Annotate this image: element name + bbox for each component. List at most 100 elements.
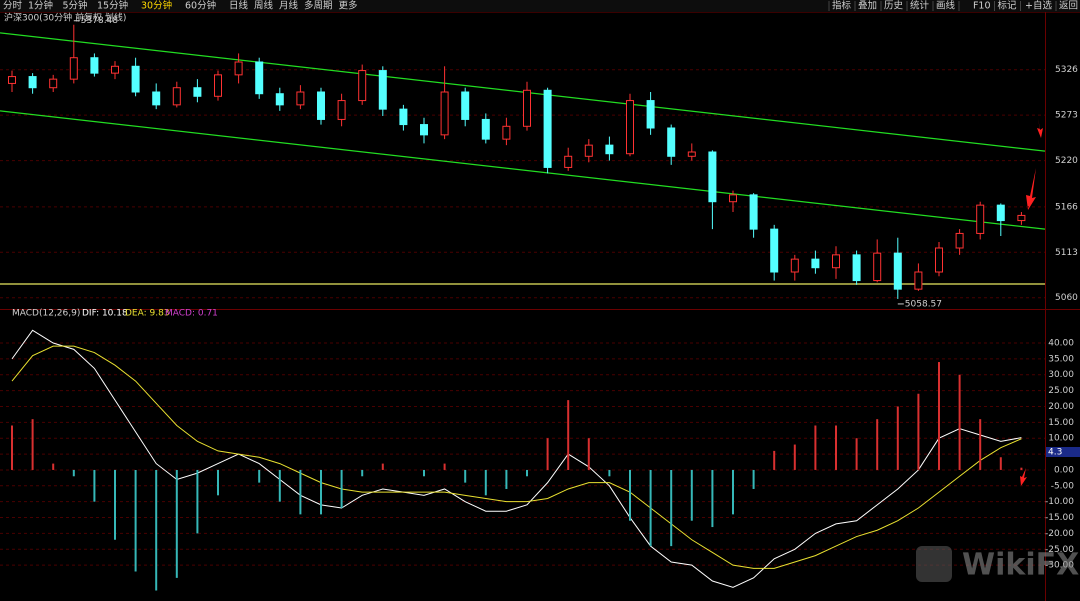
candle-body [420, 124, 428, 136]
candle-body [790, 258, 799, 273]
macd-line [11, 329, 1022, 588]
candle-body [687, 151, 696, 157]
y-tick-label: 5273 [1055, 111, 1078, 121]
tool-button[interactable]: 叠加 [858, 1, 877, 12]
candle-body [770, 228, 779, 273]
period-tab[interactable]: 1分钟 [28, 0, 53, 12]
chart-title: 沪深300(30分钟 前复权 划线) [4, 12, 126, 24]
candle-body [543, 89, 552, 168]
candle-body [255, 61, 264, 95]
tool-button[interactable]: 指标 [832, 0, 852, 12]
tool-button[interactable]: 标记 [997, 0, 1017, 12]
candle-body [296, 91, 305, 106]
candle-body [564, 155, 573, 168]
candle-body [69, 57, 78, 80]
candle-body [914, 271, 923, 290]
candle-body [131, 65, 140, 93]
y-tick-label: 10.00 [1048, 434, 1074, 444]
candle-body [976, 204, 985, 234]
y-tick-label: 5220 [1055, 156, 1078, 166]
period-tab[interactable]: 15分钟 [97, 0, 128, 12]
y-tick-label: -30.00 [1045, 561, 1074, 571]
trend-line [0, 110, 1046, 230]
y-tick-label: 40.00 [1048, 339, 1074, 349]
candle-body [28, 76, 37, 89]
candle-body [461, 91, 470, 120]
legend-entry: MACD: 0.71 [165, 309, 218, 319]
candle-body [152, 91, 161, 106]
period-tab[interactable]: 5分钟 [63, 0, 88, 12]
candle-body [234, 61, 243, 76]
candle-body [317, 91, 325, 120]
candle-body [378, 70, 387, 110]
arrow [1026, 168, 1036, 210]
candle-body [832, 254, 840, 269]
period-tab[interactable]: 日线 [229, 0, 249, 12]
candle-body [996, 204, 1005, 222]
period-tab[interactable]: 分时 [3, 0, 23, 12]
candle-body [523, 89, 531, 127]
tool-button[interactable]: 历史 [884, 0, 904, 12]
candle-body [337, 100, 346, 120]
y-tick-label: -20.00 [1045, 529, 1074, 539]
period-tab[interactable]: 周线 [254, 0, 274, 12]
tool-button[interactable]: 返回 [1059, 0, 1078, 12]
arrow [1020, 468, 1027, 486]
candle-body [811, 258, 820, 269]
y-tick-label: -25.00 [1045, 545, 1074, 555]
candle-body [49, 78, 58, 89]
period-tab[interactable]: 月线 [279, 0, 299, 12]
candle-body [729, 194, 737, 203]
y-tick-label: 35.00 [1048, 354, 1074, 364]
cursor-box [1046, 447, 1080, 457]
candle-body [399, 108, 408, 126]
annotation: 5058.57 [905, 299, 942, 309]
period-tab[interactable]: 更多 [339, 0, 358, 12]
candle-body [481, 118, 490, 140]
candle-body [358, 70, 367, 102]
candle-body [1017, 214, 1026, 222]
tool-button[interactable]: +自选 [1025, 0, 1052, 12]
y-tick-label: 5113 [1055, 248, 1078, 258]
legend-entry: DEA: 9.83 [125, 309, 170, 319]
legend-entry: DIF: 10.18 [82, 309, 128, 319]
candle-body [214, 74, 222, 97]
watermark-logo [916, 546, 952, 582]
y-tick-label: 5326 [1055, 65, 1078, 75]
candle-body [502, 125, 511, 140]
tool-button[interactable]: F10 [973, 1, 991, 12]
candle-body [111, 65, 119, 74]
y-tick-label: 25.00 [1048, 386, 1074, 396]
watermark: WikiFX [962, 548, 1079, 583]
candle-body [90, 57, 99, 74]
candle-body [646, 100, 655, 129]
candle-body [626, 100, 634, 155]
candle-body [275, 93, 284, 106]
candle-body [852, 254, 861, 282]
period-tab[interactable]: 多周期 [304, 0, 333, 12]
y-tick-label: 15.00 [1048, 418, 1074, 428]
y-tick-label: 0.00 [1054, 465, 1074, 475]
candle-body [193, 87, 202, 97]
macd-title: MACD(12,26,9) [12, 309, 80, 319]
arrow [1037, 118, 1043, 138]
y-tick-label: -10.00 [1045, 497, 1074, 507]
y-tick-label: 5060 [1055, 293, 1078, 303]
candle-body [584, 144, 593, 157]
y-tick-label: 30.00 [1048, 370, 1074, 380]
macd-line [11, 345, 1022, 569]
candle-body [893, 252, 902, 290]
tool-button[interactable]: 画线 [936, 0, 956, 12]
tool-button[interactable]: 统计 [910, 0, 930, 12]
y-tick-label: -15.00 [1045, 513, 1074, 523]
y-tick-label: -5.00 [1051, 481, 1075, 491]
candle-body [749, 194, 758, 230]
candle-body [440, 91, 449, 136]
period-tab[interactable]: 60分钟 [185, 0, 216, 12]
candle-body [8, 76, 16, 84]
candle-body [955, 232, 964, 249]
period-tab[interactable]: 30分钟 [141, 0, 172, 12]
